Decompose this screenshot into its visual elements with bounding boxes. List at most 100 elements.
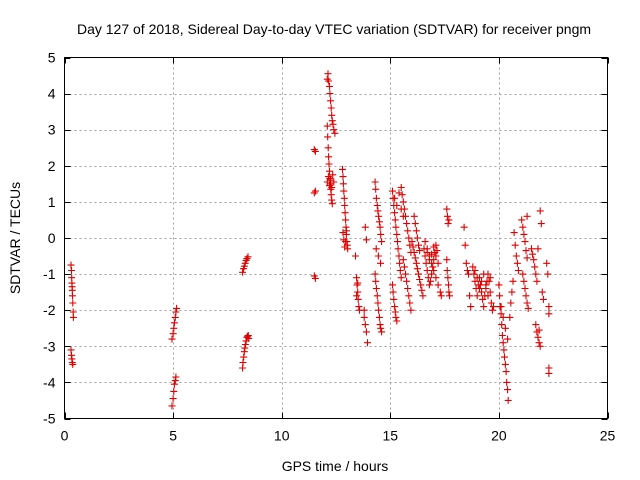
data-point <box>69 292 76 300</box>
data-point <box>324 144 332 152</box>
data-point <box>523 254 531 262</box>
data-point <box>375 218 383 226</box>
data-point <box>245 334 253 342</box>
data-point <box>325 160 333 168</box>
data-point <box>394 245 402 253</box>
data-point <box>536 207 544 215</box>
data-point <box>400 263 408 271</box>
data-point <box>354 288 362 296</box>
data-point <box>328 117 336 125</box>
data-point <box>375 313 383 321</box>
y-tick-label: 3 <box>48 122 56 138</box>
data-point <box>528 245 535 253</box>
data-point <box>503 378 511 386</box>
data-point <box>353 281 361 289</box>
data-point <box>409 243 417 251</box>
data-point <box>360 306 368 314</box>
data-point <box>377 259 384 267</box>
data-point <box>323 75 331 83</box>
y-tick-labels: -5 -4 -3 -2 -1 0 1 2 3 4 5 <box>43 50 56 427</box>
data-point <box>389 288 397 296</box>
data-point <box>361 223 369 231</box>
data-point <box>498 332 506 339</box>
data-point <box>341 202 349 209</box>
data-point <box>353 292 361 300</box>
data-point <box>519 270 527 278</box>
data-point <box>511 241 519 249</box>
data-point <box>537 220 545 228</box>
data-point <box>240 353 248 361</box>
data-point <box>354 295 362 303</box>
data-point <box>534 245 542 253</box>
data-point <box>466 292 474 300</box>
data-point <box>399 256 407 264</box>
data-point <box>514 267 522 274</box>
data-point <box>480 270 488 278</box>
data-point <box>445 288 453 296</box>
data-point <box>339 165 346 173</box>
y-tick-label: 4 <box>48 86 56 102</box>
data-point <box>513 259 521 267</box>
data-point <box>341 209 349 217</box>
data-point <box>397 205 405 213</box>
data-point <box>486 274 494 282</box>
y-tick-label: 0 <box>48 230 56 246</box>
data-point <box>168 335 176 343</box>
data-point <box>342 216 350 224</box>
data-point <box>394 238 401 246</box>
data-point <box>325 77 333 85</box>
data-point <box>432 274 440 282</box>
data-point <box>172 308 180 316</box>
data-point <box>412 227 420 235</box>
data-point <box>376 223 384 231</box>
data-point <box>372 185 380 193</box>
data-point <box>173 304 181 312</box>
data-point <box>239 359 247 366</box>
data-point <box>326 167 333 175</box>
data-point <box>499 339 507 347</box>
data-point <box>404 285 412 292</box>
data-point <box>328 111 336 119</box>
y-tick-label: -3 <box>43 338 56 354</box>
data-point <box>504 335 512 343</box>
x-tick-label: 5 <box>169 428 177 444</box>
data-point <box>445 216 453 224</box>
data-point <box>69 299 77 307</box>
data-point <box>404 227 412 235</box>
data-point <box>331 129 339 137</box>
data-point <box>484 292 492 300</box>
data-point <box>407 306 415 314</box>
data-point <box>419 292 427 300</box>
data-point <box>323 122 331 130</box>
data-point <box>531 263 539 271</box>
y-tick-label: -4 <box>43 374 56 390</box>
data-point <box>241 259 249 267</box>
y-tick-label: -2 <box>43 302 56 318</box>
data-point <box>378 238 386 246</box>
data-point <box>506 313 514 321</box>
data-point <box>522 247 530 255</box>
data-point <box>329 171 337 179</box>
data-point <box>436 288 444 296</box>
data-point <box>372 245 380 253</box>
data-point <box>171 313 179 321</box>
data-point <box>508 288 516 296</box>
data-point <box>410 248 418 256</box>
data-point <box>520 230 528 238</box>
data-point <box>395 252 403 260</box>
data-point <box>375 306 383 314</box>
data-point <box>68 267 75 274</box>
data-point <box>391 308 399 316</box>
data-point <box>510 229 518 237</box>
data-point <box>532 270 540 278</box>
y-axis-label: SDTVAR / TECUs <box>7 182 23 294</box>
data-point <box>445 281 452 289</box>
data-point <box>170 319 178 327</box>
data-point <box>324 133 332 141</box>
data-point <box>69 360 77 368</box>
data-point <box>364 339 371 347</box>
data-point <box>170 324 178 332</box>
data-point <box>536 342 544 350</box>
data-point <box>412 259 420 267</box>
